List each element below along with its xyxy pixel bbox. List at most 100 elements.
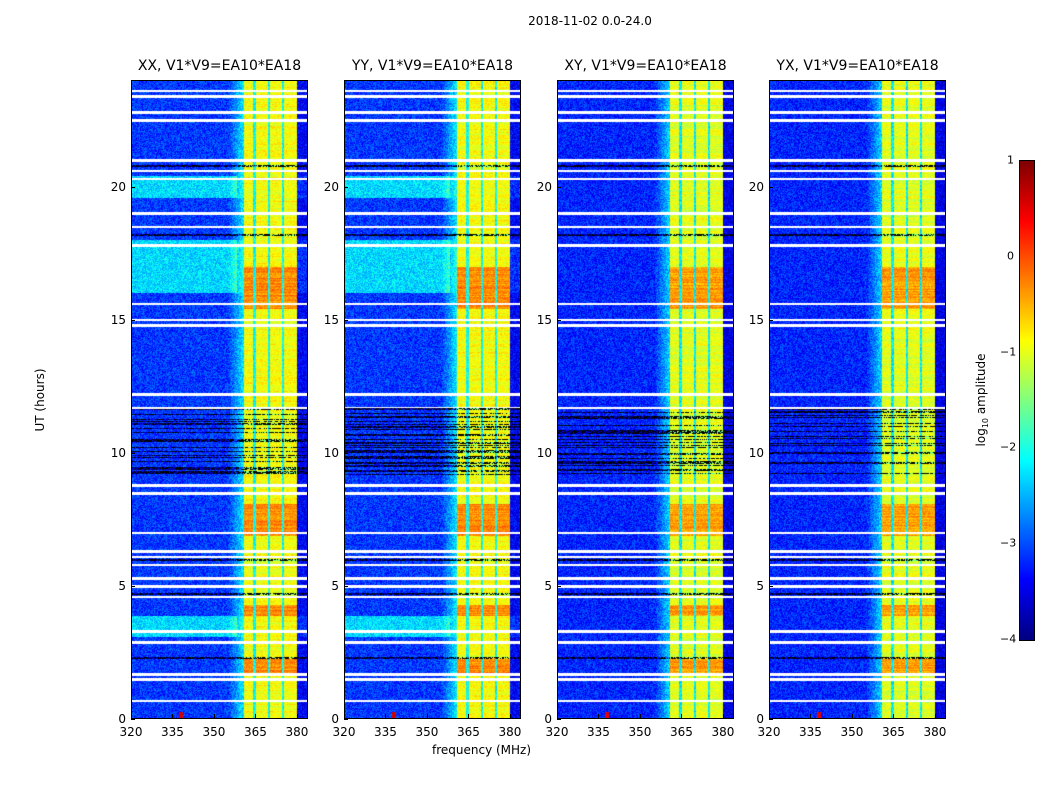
axes-frame: [131, 80, 308, 719]
y-axis-label: UT (hours): [33, 368, 47, 432]
y-tick-mark: [769, 319, 773, 321]
y-tick-mark: [769, 186, 773, 188]
y-tick-label: 0: [756, 712, 764, 726]
x-tick-label: 320: [332, 725, 356, 739]
y-tick-mark: [131, 319, 135, 321]
x-tick-mark: [296, 714, 298, 718]
y-tick-mark: [557, 585, 561, 587]
y-tick-mark: [131, 186, 135, 188]
y-tick-mark: [557, 452, 561, 454]
x-tick-label: 320: [545, 725, 569, 739]
x-tick-mark: [468, 714, 470, 718]
x-tick-label: 350: [840, 725, 864, 739]
x-tick-mark: [255, 714, 257, 718]
y-tick-label: 5: [331, 578, 339, 593]
y-tick-mark: [769, 585, 773, 587]
panel-title: XX, V1*V9=EA10*EA18: [137, 58, 302, 74]
colorbar-tick-label: 0: [1007, 249, 1014, 263]
waterfall-heatmap: [769, 80, 946, 719]
y-tick-label: 10: [323, 445, 339, 460]
y-tick-mark: [557, 186, 561, 188]
x-tick-label: 380: [711, 725, 735, 739]
figure-title: 2018-11-02 0.0-24.0: [528, 14, 652, 28]
x-tick-label: 320: [757, 725, 781, 739]
waterfall-panel-3: XY, V1*V9=EA10*EA18 320 335 350 365 380 0 5 10 15…: [537, 58, 735, 739]
x-tick-label: 380: [498, 725, 522, 739]
colorbar-tick-label: 1: [1007, 153, 1014, 167]
x-tick-mark: [810, 714, 812, 718]
y-tick-mark: [557, 319, 561, 321]
x-tick-label: 350: [202, 725, 226, 739]
x-tick-label: 380: [285, 725, 309, 739]
x-tick-mark: [681, 714, 683, 718]
y-tick-mark: [131, 719, 135, 720]
y-tick-label: 15: [110, 312, 126, 327]
x-tick-mark: [509, 714, 511, 718]
y-tick-label: 0: [331, 712, 339, 726]
waterfall-panel-2: YY, V1*V9=EA10*EA18 320 335 350 365 380 0 5 10 15…: [324, 58, 522, 739]
x-tick-mark: [557, 714, 558, 718]
y-tick-label: 5: [544, 578, 552, 593]
x-tick-mark: [598, 714, 600, 718]
y-tick-mark: [769, 452, 773, 454]
x-tick-mark: [851, 714, 853, 718]
colorbar-tick-label: −1: [1000, 345, 1017, 359]
x-tick-mark: [344, 714, 345, 718]
y-tick-label: 5: [756, 578, 764, 593]
waterfall-heatmap: [344, 80, 521, 719]
x-tick-label: 335: [587, 725, 610, 739]
x-tick-mark: [172, 714, 174, 718]
x-axis-label: frequency (MHz): [432, 743, 532, 757]
x-tick-mark: [769, 714, 770, 718]
y-tick-mark: [344, 186, 348, 188]
x-tick-label: 365: [670, 725, 693, 739]
y-tick-mark: [344, 719, 348, 720]
waterfall-heatmap: [557, 80, 734, 719]
colorbar-tick-label: −2: [1000, 440, 1017, 454]
y-tick-label: 20: [110, 179, 126, 194]
panel-title: XY, V1*V9=EA10*EA18: [564, 58, 727, 74]
x-tick-label: 335: [799, 725, 822, 739]
y-tick-label: 10: [110, 445, 126, 460]
y-tick-label: 15: [748, 312, 764, 327]
y-tick-mark: [769, 719, 773, 720]
panel-title: YY, V1*V9=EA10*EA18: [351, 58, 514, 74]
y-tick-label: 20: [323, 179, 339, 194]
y-tick-mark: [344, 452, 348, 454]
axes-frame: [769, 80, 946, 719]
x-tick-mark: [934, 714, 936, 718]
colorbar-tick-label: −4: [1000, 632, 1017, 646]
x-tick-label: 320: [119, 725, 143, 739]
y-tick-label: 0: [118, 712, 126, 726]
y-tick-mark: [131, 452, 135, 454]
waterfall-heatmap: [131, 80, 308, 719]
y-tick-label: 10: [748, 445, 764, 460]
x-tick-label: 335: [374, 725, 397, 739]
x-tick-label: 350: [415, 725, 439, 739]
colorbar-label: log10 amplitude: [973, 353, 991, 447]
y-tick-label: 15: [323, 312, 339, 327]
colorbar-tick-label: −3: [1000, 536, 1017, 550]
x-tick-mark: [385, 714, 387, 718]
y-tick-mark: [344, 319, 348, 321]
x-tick-mark: [426, 714, 428, 718]
x-tick-mark: [131, 714, 132, 718]
y-tick-label: 15: [536, 312, 552, 327]
x-tick-label: 335: [161, 725, 184, 739]
axes-frame: [557, 80, 734, 719]
x-tick-mark: [722, 714, 724, 718]
x-tick-label: 350: [628, 725, 652, 739]
x-tick-label: 365: [457, 725, 480, 739]
y-tick-mark: [557, 719, 561, 720]
x-tick-mark: [639, 714, 641, 718]
y-tick-label: 20: [536, 179, 552, 194]
x-tick-mark: [213, 714, 215, 718]
y-tick-label: 0: [544, 712, 552, 726]
y-tick-label: 20: [748, 179, 764, 194]
x-tick-label: 380: [923, 725, 947, 739]
y-tick-mark: [131, 585, 135, 587]
x-tick-label: 365: [882, 725, 905, 739]
panel-title: YX, V1*V9=EA10*EA18: [776, 58, 939, 74]
waterfall-panel-4: YX, V1*V9=EA10*EA18 320 335 350 365 380 0 5 10 15…: [749, 58, 947, 739]
